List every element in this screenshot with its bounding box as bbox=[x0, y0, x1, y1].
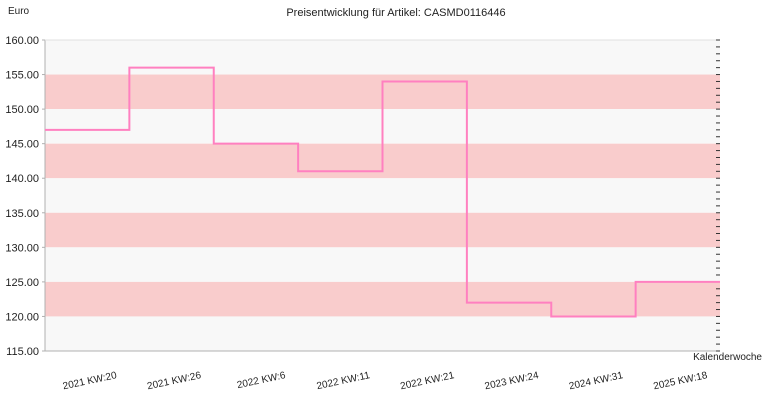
chart-title: Preisentwicklung für Artikel: CASMD01164… bbox=[286, 7, 505, 19]
y-axis-ticks: 160.00 155.00 150.00 145.00 140.00 135.00 130.… bbox=[5, 35, 720, 358]
x-tick-label: 2021 KW:20 bbox=[62, 370, 118, 392]
y-tick-label: 140.00 bbox=[5, 173, 39, 185]
y-tick-label: 145.00 bbox=[5, 139, 39, 151]
plot-bands bbox=[45, 40, 720, 351]
y-tick-label: 160.00 bbox=[5, 35, 39, 47]
plot-band bbox=[45, 212, 720, 248]
x-axis-title: Kalenderwoche bbox=[693, 352, 762, 363]
y-tick-label: 115.00 bbox=[6, 346, 39, 358]
x-tick-label: 2023 KW:24 bbox=[484, 370, 540, 392]
y-tick-label: 150.00 bbox=[5, 104, 39, 116]
axes bbox=[44, 39, 720, 352]
y-tick-label: 130.00 bbox=[5, 242, 39, 254]
x-tick-label: 2022 KW:6 bbox=[236, 370, 287, 391]
price-step-line bbox=[45, 66, 720, 318]
series-layer bbox=[45, 66, 720, 318]
plot-band bbox=[45, 247, 720, 282]
x-axis-ticks: 2021 KW:20 2021 KW:26 2022 KW:6 2022 KW:11 2… bbox=[62, 370, 709, 392]
x-tick-label: 2022 KW:21 bbox=[399, 370, 455, 392]
y-tick-label: 155.00 bbox=[5, 70, 39, 82]
y-tick-label: 135.00 bbox=[5, 208, 39, 220]
x-tick-label: 2025 KW:18 bbox=[652, 370, 708, 392]
x-tick-label: 2024 KW:31 bbox=[568, 370, 624, 392]
y-axis-title: Euro bbox=[8, 6, 30, 17]
x-tick-label: 2022 KW:11 bbox=[316, 370, 372, 392]
plot-band bbox=[45, 316, 720, 351]
y-tick-label: 125.00 bbox=[5, 277, 39, 289]
x-tick-label: 2021 KW:26 bbox=[146, 370, 202, 392]
plot-band bbox=[45, 281, 720, 317]
y-tick-label: 120.00 bbox=[5, 311, 39, 323]
plot-band bbox=[45, 40, 720, 75]
plot-band bbox=[45, 178, 720, 213]
